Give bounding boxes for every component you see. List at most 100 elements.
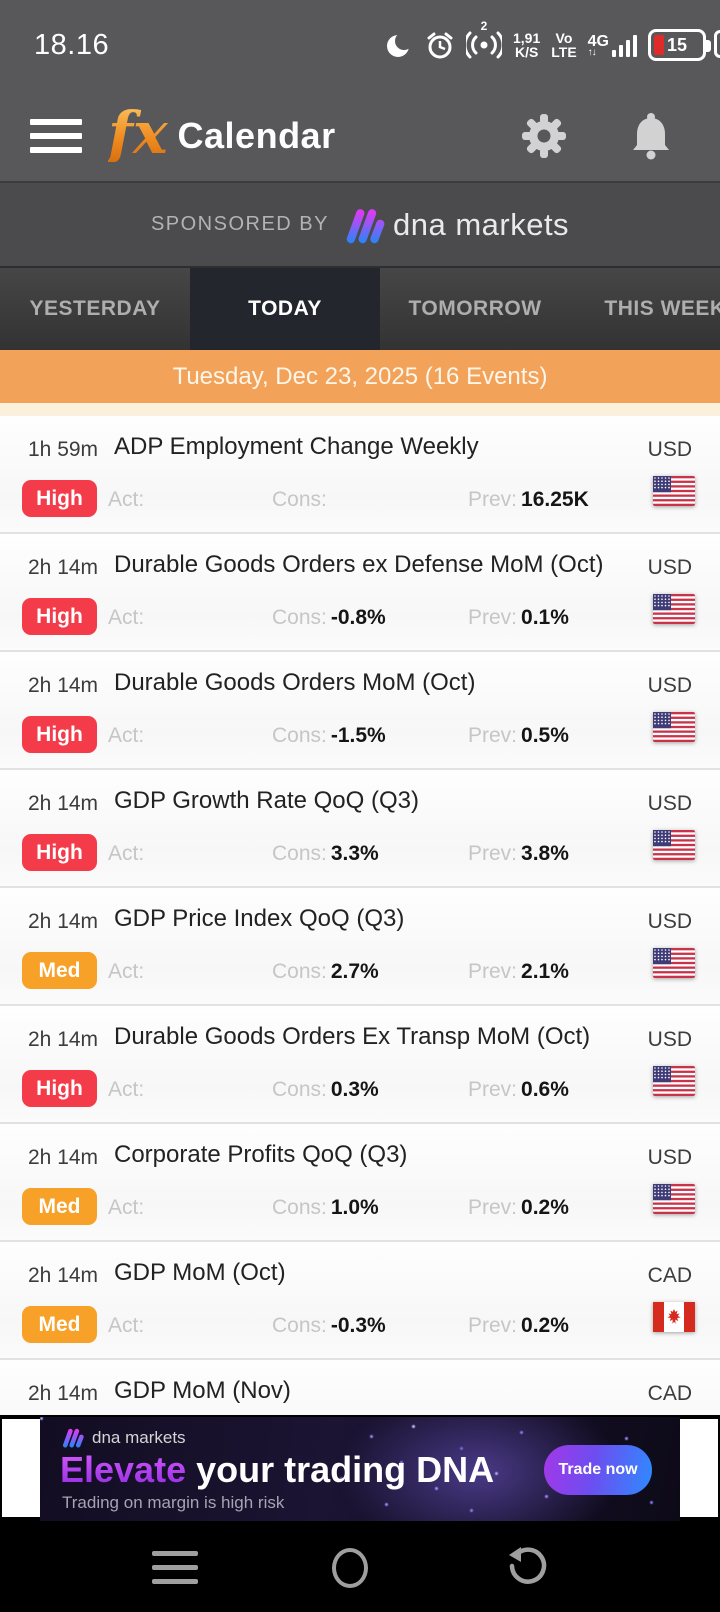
consensus-value: Cons: 0.3%: [272, 1078, 379, 1101]
status-bar: 18.16 2 1,91 K/S Vo LTE 4G ↑↓ 15: [0, 0, 720, 90]
tab-tomorrow[interactable]: TOMORROW: [408, 297, 542, 320]
ad-disclaimer: Trading on margin is high risk: [62, 1493, 285, 1512]
country-flag-icon: [653, 594, 695, 624]
signal-indicator: 4G ↑↓: [588, 33, 637, 58]
consensus-value: Cons: -1.5%: [272, 724, 386, 747]
alarm-icon: [427, 32, 453, 59]
event-row[interactable]: 2h 14m Durable Goods Orders Ex Transp Mo…: [0, 1006, 720, 1124]
country-flag-icon: [653, 476, 695, 506]
event-currency: USD: [647, 674, 692, 697]
hotspot-count: 2: [480, 18, 488, 33]
event-row[interactable]: 2h 14m GDP MoM (Nov) CAD Act:: [0, 1360, 720, 1415]
consensus-value: Cons: -0.3%: [272, 1314, 386, 1337]
consensus-value: Cons: -0.8%: [272, 606, 386, 629]
edge-partial-icon: [714, 30, 720, 58]
actual-value: Act:: [108, 842, 145, 865]
event-countdown: 2h 14m: [28, 1146, 99, 1169]
tab-yesterday[interactable]: YESTERDAY: [29, 297, 161, 320]
event-currency: USD: [647, 556, 692, 579]
impact-badge: High: [22, 834, 97, 871]
event-countdown: 2h 14m: [28, 556, 99, 579]
previous-value: Prev: 16.25K: [468, 488, 589, 511]
event-row[interactable]: 2h 14m GDP MoM (Oct) CAD Med Act: Cons: -…: [0, 1242, 720, 1360]
ad-brand: dna markets: [62, 1427, 186, 1448]
sponsor-banner[interactable]: SPONSORED BY dna markets: [0, 183, 720, 268]
tab-this-week[interactable]: THIS WEEK: [604, 297, 720, 320]
ad-banner[interactable]: dna markets Elevate your trading DNA Tra…: [40, 1417, 680, 1521]
country-flag-icon: [653, 830, 695, 860]
event-row[interactable]: 2h 14m Durable Goods Orders MoM (Oct) US…: [0, 652, 720, 770]
previous-value: Prev: 0.1%: [468, 606, 569, 629]
impact-badge: Med: [22, 952, 97, 989]
tab-today[interactable]: TODAY: [190, 268, 380, 350]
previous-value: Prev: 3.8%: [468, 842, 569, 865]
actual-value: Act:: [108, 1314, 145, 1337]
gear-icon[interactable]: [520, 112, 568, 160]
event-title: ADP Employment Change Weekly: [114, 433, 479, 460]
event-list: 1h 59m ADP Employment Change Weekly USD …: [0, 416, 720, 1415]
date-banner: Tuesday, Dec 23, 2025 (16 Events): [0, 350, 720, 403]
impact-badge: High: [22, 480, 97, 517]
status-icons: 2 1,91 K/S Vo LTE 4G ↑↓ 15: [384, 19, 711, 64]
actual-value: Act:: [108, 606, 145, 629]
event-countdown: 2h 14m: [28, 792, 99, 815]
event-currency: USD: [647, 1028, 692, 1051]
event-countdown: 2h 14m: [28, 910, 99, 933]
dna-markets-logo-icon: [62, 1428, 84, 1448]
actual-value: Act:: [108, 488, 145, 511]
event-title: Durable Goods Orders MoM (Oct): [114, 669, 476, 696]
android-nav-bar: [0, 1523, 720, 1612]
consensus-value: Cons:: [272, 488, 327, 511]
event-row[interactable]: 2h 14m Durable Goods Orders ex Defense M…: [0, 534, 720, 652]
event-countdown: 2h 14m: [28, 1028, 99, 1051]
event-currency: USD: [647, 1146, 692, 1169]
consensus-value: Cons: 3.3%: [272, 842, 379, 865]
event-countdown: 2h 14m: [28, 1382, 99, 1405]
fx-logo: fx: [108, 98, 168, 167]
battery-icon: 15: [648, 29, 711, 61]
impact-badge: Med: [22, 1306, 97, 1343]
event-title: GDP MoM (Nov): [114, 1377, 291, 1404]
impact-badge: High: [22, 598, 97, 635]
event-currency: USD: [647, 910, 692, 933]
event-title: Durable Goods Orders ex Defense MoM (Oct…: [114, 551, 604, 578]
tab-bar: YESTERDAY TODAY TOMORROW THIS WEEK: [0, 268, 720, 350]
actual-value: Act:: [108, 724, 145, 747]
country-flag-icon: [653, 1184, 695, 1214]
event-title: GDP Growth Rate QoQ (Q3): [114, 787, 419, 814]
ad-gutter-left: [2, 1419, 40, 1517]
event-currency: USD: [647, 792, 692, 815]
signal-bars-icon: [612, 33, 637, 57]
recents-button[interactable]: [152, 1546, 198, 1590]
actual-value: Act:: [108, 1196, 145, 1219]
impact-badge: Med: [22, 1188, 97, 1225]
previous-value: Prev: 0.2%: [468, 1196, 569, 1219]
hotspot-icon: 2: [463, 19, 505, 64]
sponsored-by-label: SPONSORED BY: [150, 213, 329, 235]
trade-now-button[interactable]: Trade now: [544, 1445, 652, 1495]
ad-strip: dna markets Elevate your trading DNA Tra…: [0, 1415, 720, 1523]
consensus-value: Cons: 1.0%: [272, 1196, 379, 1219]
previous-value: Prev: 0.6%: [468, 1078, 569, 1101]
clock-text: 18.16: [34, 28, 110, 61]
event-row[interactable]: 2h 14m GDP Growth Rate QoQ (Q3) USD High…: [0, 770, 720, 888]
page-title: Calendar: [177, 114, 336, 156]
event-row[interactable]: 1h 59m ADP Employment Change Weekly USD …: [0, 416, 720, 534]
dna-markets-logo-icon: [346, 208, 385, 243]
event-row[interactable]: 2h 14m Corporate Profits QoQ (Q3) USD Me…: [0, 1124, 720, 1242]
ad-gutter-right: [680, 1419, 718, 1517]
event-currency: USD: [647, 438, 692, 461]
previous-value: Prev: 2.1%: [468, 960, 569, 983]
country-flag-icon: [653, 948, 695, 978]
back-button[interactable]: [503, 1546, 547, 1590]
night-mode-icon: [387, 32, 413, 57]
menu-icon[interactable]: [30, 118, 82, 153]
bell-icon[interactable]: [630, 112, 672, 160]
ad-headline: Elevate your trading DNA: [60, 1449, 495, 1490]
event-row[interactable]: 2h 14m GDP Price Index QoQ (Q3) USD Med …: [0, 888, 720, 1006]
country-flag-icon: [653, 1302, 695, 1332]
battery-percent: 15: [666, 34, 688, 55]
home-button[interactable]: [328, 1546, 372, 1590]
event-title: Corporate Profits QoQ (Q3): [114, 1141, 408, 1168]
